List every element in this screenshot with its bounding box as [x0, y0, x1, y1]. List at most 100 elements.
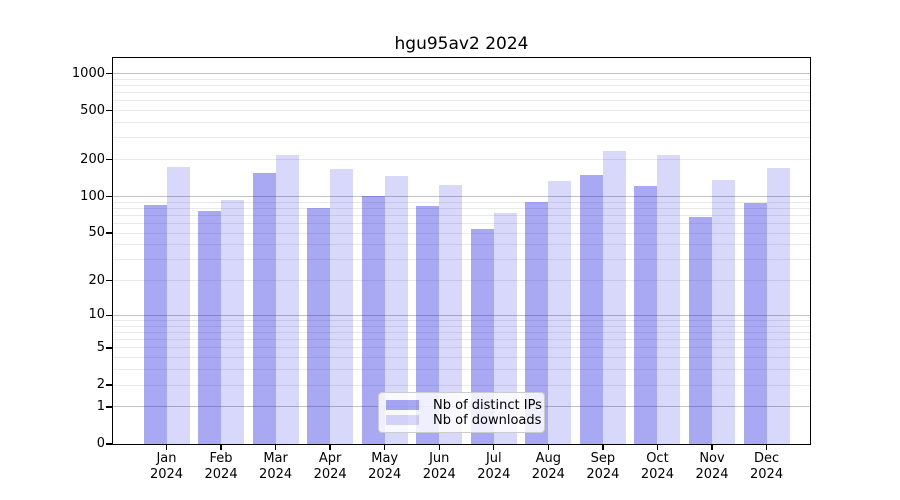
major-gridline-100 — [113, 196, 810, 198]
x-tick-mark-may — [384, 445, 386, 450]
y-tick-label-1: 1 — [96, 398, 105, 414]
x-tick-label-may: May 2024 — [368, 451, 402, 482]
minor-gridline-600 — [113, 100, 810, 102]
y-tick-label-1000: 1000 — [71, 65, 105, 81]
plot-area — [112, 57, 811, 445]
minor-gridline-40 — [113, 244, 810, 246]
minor-gridline-70 — [113, 214, 810, 216]
bar-apr-distinct-ips — [307, 207, 331, 444]
minor-gridline-30 — [113, 259, 810, 261]
legend-swatch-downloads — [386, 415, 419, 425]
minor-gridline-50 — [113, 232, 810, 234]
y-tick-mark-200 — [106, 158, 112, 161]
y-tick-mark-1 — [106, 406, 112, 408]
bar-nov-distinct-ips — [689, 216, 712, 444]
x-tick-label-oct: Oct 2024 — [640, 451, 674, 482]
bar-mar-downloads — [275, 154, 299, 444]
y-tick-label-5: 5 — [96, 339, 105, 355]
bar-aug-distinct-ips — [525, 201, 549, 444]
x-tick-label-jun: Jun 2024 — [422, 451, 456, 482]
major-gridline-10 — [113, 314, 810, 316]
legend-row-downloads: Nb of downloads — [386, 413, 541, 428]
x-tick-mark-dec — [765, 445, 768, 450]
bar-jun-distinct-ips — [416, 206, 440, 444]
bar-jan-distinct-ips — [143, 205, 167, 444]
x-tick-label-nov: Nov 2024 — [695, 451, 729, 482]
x-tick-mark-aug — [547, 445, 550, 450]
x-tick-label-mar: Mar 2024 — [259, 451, 293, 482]
minor-gridline-900 — [113, 78, 810, 80]
bar-sep-downloads — [602, 151, 626, 444]
x-tick-mark-nov — [711, 445, 713, 450]
x-tick-label-jul: Jul 2024 — [477, 451, 511, 482]
minor-gridline-7 — [113, 331, 810, 333]
bar-may-downloads — [384, 176, 408, 444]
bar-feb-downloads — [221, 200, 245, 444]
bar-jan-downloads — [166, 167, 190, 444]
minor-gridline-5 — [113, 347, 810, 349]
y-tick-mark-1000 — [106, 72, 112, 75]
bar-oct-downloads — [657, 155, 681, 444]
y-tick-mark-10 — [106, 314, 112, 317]
x-tick-mark-mar — [274, 445, 277, 450]
bar-may-distinct-ips — [361, 196, 385, 444]
y-tick-label-500: 500 — [80, 102, 105, 118]
minor-gridline-3 — [113, 369, 810, 371]
minor-gridline-700 — [113, 92, 810, 94]
minor-gridline-60 — [113, 223, 810, 225]
minor-gridline-8 — [113, 325, 810, 327]
y-tick-label-2: 2 — [96, 377, 105, 393]
y-tick-label-50: 50 — [88, 225, 105, 241]
minor-gridline-500 — [113, 110, 810, 112]
y-tick-mark-20 — [106, 280, 112, 282]
y-tick-label-200: 200 — [80, 151, 105, 167]
legend-swatch-distinct-ips — [386, 400, 419, 410]
y-tick-label-20: 20 — [88, 272, 105, 288]
legend-label-downloads: Nb of downloads — [433, 412, 542, 428]
bar-sep-distinct-ips — [579, 175, 603, 444]
y-tick-mark-0 — [106, 443, 112, 445]
bar-jun-downloads — [439, 185, 463, 444]
minor-gridline-90 — [113, 201, 810, 203]
x-tick-mark-sep — [602, 445, 604, 450]
x-tick-label-aug: Aug 2024 — [531, 451, 565, 482]
y-tick-mark-100 — [106, 195, 112, 198]
x-tick-label-feb: Feb 2024 — [204, 451, 238, 482]
chart-title: hgu95av2 2024 — [394, 34, 529, 54]
x-tick-mark-jul — [493, 445, 495, 450]
y-tick-label-100: 100 — [80, 188, 105, 204]
major-gridline-1000 — [113, 73, 810, 75]
x-tick-mark-apr — [329, 445, 331, 450]
minor-gridline-2 — [113, 384, 810, 386]
bar-jul-distinct-ips — [470, 229, 494, 444]
bar-dec-downloads — [766, 167, 790, 444]
legend-row-distinct-ips: Nb of distinct IPs — [386, 398, 542, 413]
minor-gridline-6 — [113, 339, 810, 341]
bar-dec-distinct-ips — [743, 203, 767, 444]
bar-jul-downloads — [493, 213, 517, 444]
minor-gridline-20 — [113, 280, 810, 282]
x-tick-mark-feb — [220, 445, 222, 450]
legend: Nb of distinct IPs Nb of downloads — [378, 392, 545, 433]
x-tick-label-sep: Sep 2024 — [586, 451, 620, 482]
minor-gridline-9 — [113, 320, 810, 322]
x-tick-label-apr: Apr 2024 — [313, 451, 347, 482]
y-tick-mark-2 — [106, 384, 112, 386]
x-tick-label-dec: Dec 2024 — [750, 451, 784, 482]
y-tick-label-10: 10 — [88, 307, 105, 323]
minor-gridline-200 — [113, 159, 810, 161]
bar-feb-distinct-ips — [198, 211, 222, 444]
y-tick-mark-5 — [106, 347, 112, 349]
bar-apr-downloads — [330, 168, 354, 444]
legend-label-distinct-ips: Nb of distinct IPs — [433, 397, 542, 413]
x-tick-label-jan: Jan 2024 — [149, 451, 184, 482]
y-tick-label-0: 0 — [96, 436, 105, 451]
bar-aug-downloads — [548, 180, 572, 444]
minor-gridline-4 — [113, 357, 810, 359]
y-tick-mark-50 — [106, 232, 112, 234]
bar-oct-distinct-ips — [634, 186, 658, 444]
bar-mar-distinct-ips — [252, 172, 276, 444]
bar-nov-downloads — [712, 179, 735, 444]
minor-gridline-300 — [113, 137, 810, 139]
